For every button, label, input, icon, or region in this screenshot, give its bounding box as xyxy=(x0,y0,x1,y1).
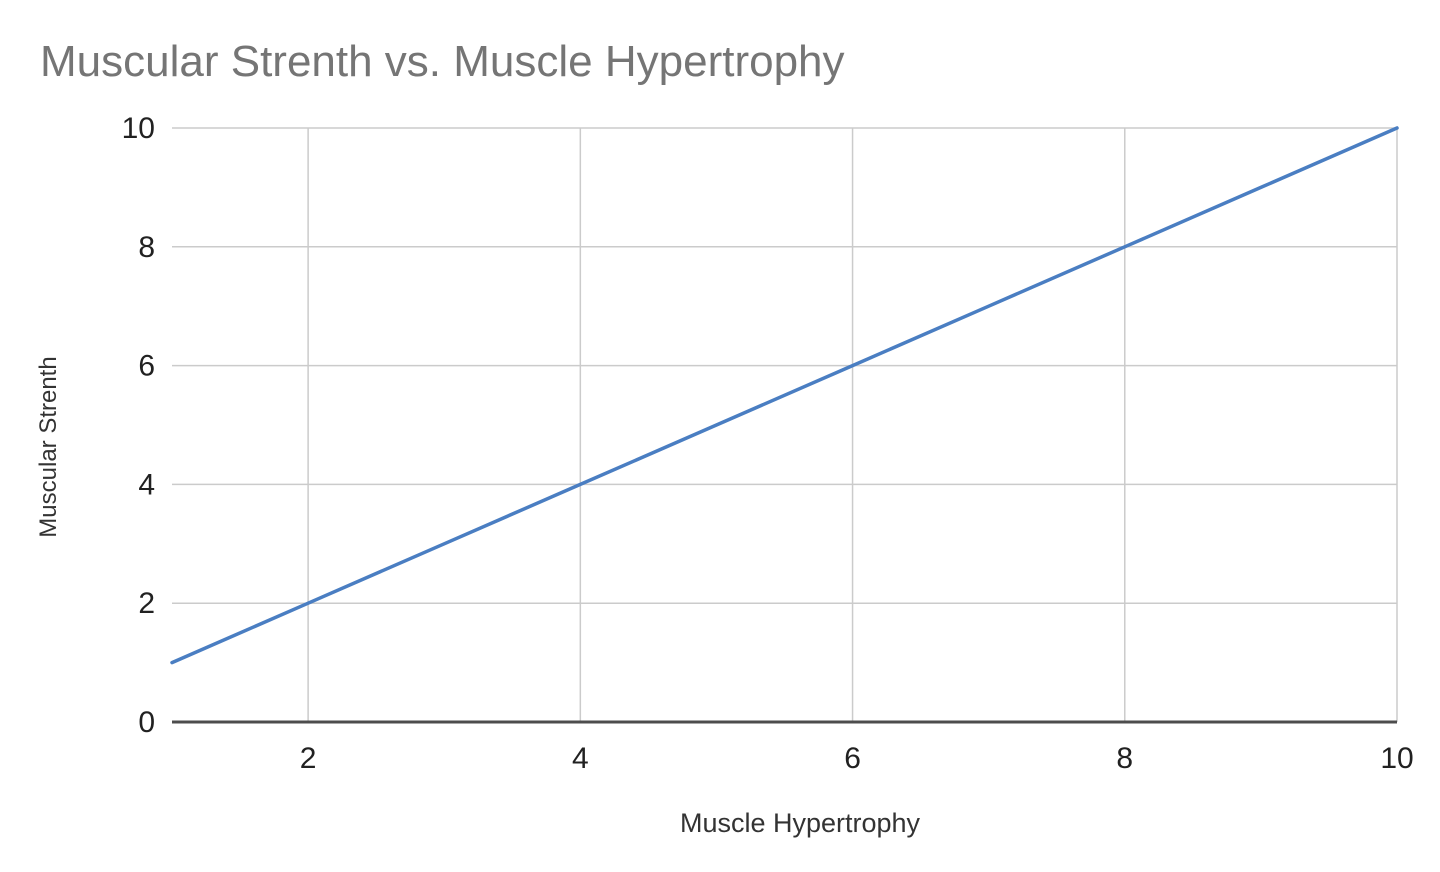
y-tick-label-8: 8 xyxy=(138,231,155,264)
x-axis-title: Muscle Hypertrophy xyxy=(679,808,921,838)
y-tick-label-10: 10 xyxy=(122,112,155,145)
chart-title: Muscular Strenth vs. Muscle Hypertrophy xyxy=(40,37,845,86)
x-tick-label-8: 8 xyxy=(1116,742,1133,775)
y-tick-label-0: 0 xyxy=(138,706,155,739)
y-axis-title: Muscular Strenth xyxy=(35,356,62,538)
x-tick-label-10: 10 xyxy=(1380,742,1413,775)
y-tick-label-6: 6 xyxy=(138,350,155,383)
series-line-0 xyxy=(170,126,1399,665)
y-tick-label-2: 2 xyxy=(138,587,155,620)
x-tick-label-2: 2 xyxy=(300,742,317,775)
x-tick-label-6: 6 xyxy=(844,742,861,775)
y-tick-label-4: 4 xyxy=(138,468,155,501)
x-tick-label-4: 4 xyxy=(572,742,589,775)
